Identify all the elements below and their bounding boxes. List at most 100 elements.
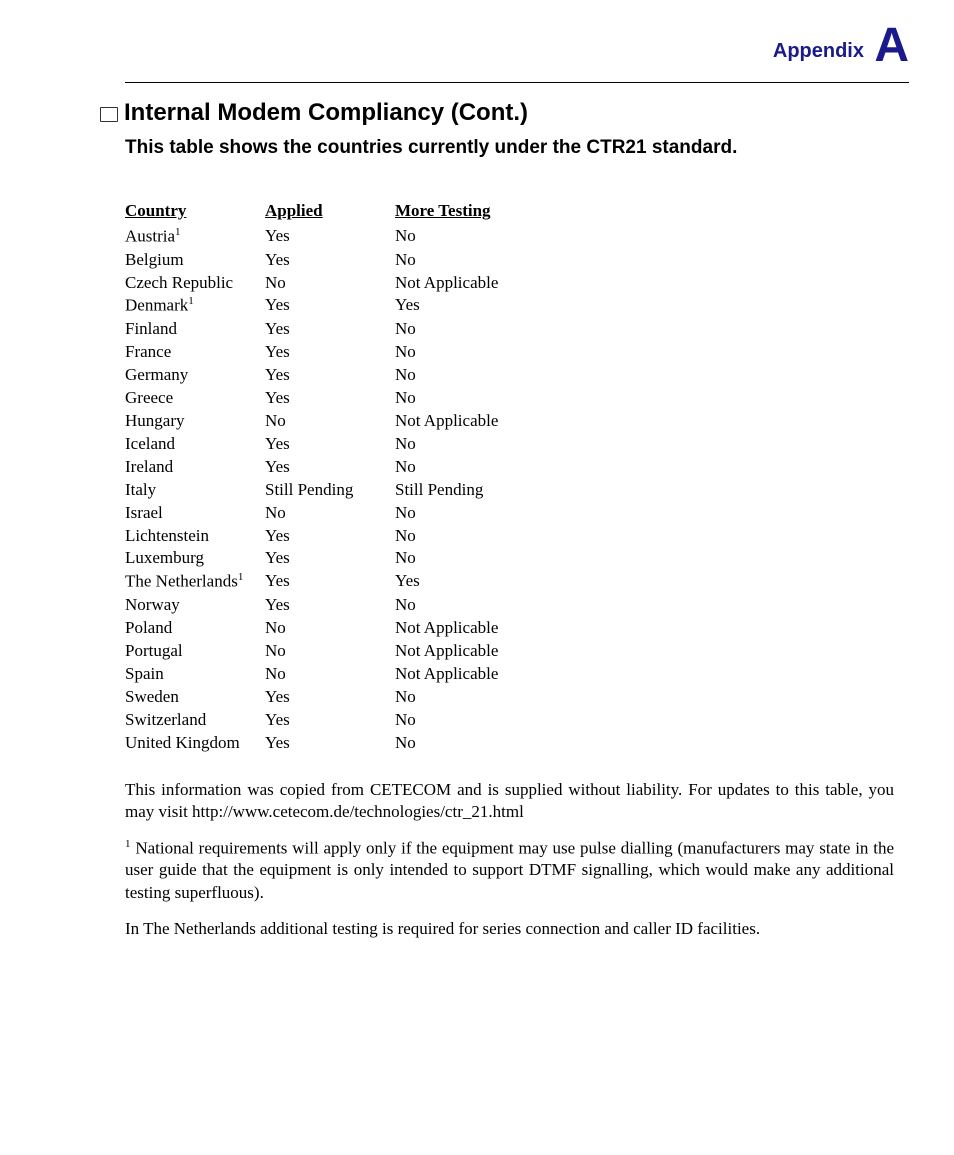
title-row: Internal Modem Compliancy (Cont.) (100, 99, 909, 127)
subtitle: This table shows the countries currently… (125, 137, 909, 159)
header-divider (125, 82, 909, 83)
cell-applied: Yes (265, 547, 395, 570)
cell-more-testing: Yes (395, 294, 545, 318)
page-title: Internal Modem Compliancy (Cont.) (124, 99, 528, 127)
cell-country: Norway (125, 594, 265, 617)
table-row: PolandNoNot Applicable (125, 617, 909, 640)
cell-more-testing: No (395, 456, 545, 479)
table-row: ItalyStill PendingStill Pending (125, 479, 909, 502)
table-row: United KingdomYesNo (125, 732, 909, 755)
table-row: SpainNoNot Applicable (125, 663, 909, 686)
cell-more-testing: No (395, 387, 545, 410)
cell-country: Portugal (125, 640, 265, 663)
cell-applied: Yes (265, 594, 395, 617)
cell-country: Luxemburg (125, 547, 265, 570)
cell-country: Italy (125, 479, 265, 502)
cell-applied: Yes (265, 225, 395, 249)
table-row: GermanyYesNo (125, 364, 909, 387)
cell-more-testing: No (395, 433, 545, 456)
cell-applied: No (265, 640, 395, 663)
cell-more-testing: No (395, 686, 545, 709)
cell-more-testing: Not Applicable (395, 663, 545, 686)
cell-country: Belgium (125, 249, 265, 272)
table-row: NorwayYesNo (125, 594, 909, 617)
table-body: Austria1YesNoBelgiumYesNoCzech RepublicN… (125, 225, 909, 755)
cell-applied: Yes (265, 732, 395, 755)
cell-country: France (125, 341, 265, 364)
cell-more-testing: No (395, 364, 545, 387)
cell-country: Germany (125, 364, 265, 387)
cell-applied: Yes (265, 341, 395, 364)
cell-more-testing: No (395, 594, 545, 617)
cell-more-testing: No (395, 547, 545, 570)
paragraph-footnote: 1 National requirements will apply only … (125, 837, 894, 904)
cell-country: The Netherlands1 (125, 570, 265, 594)
table-row: GreeceYesNo (125, 387, 909, 410)
cell-applied: Yes (265, 709, 395, 732)
cell-more-testing: No (395, 502, 545, 525)
cell-more-testing: No (395, 525, 545, 548)
cell-applied: Yes (265, 686, 395, 709)
cell-country: Denmark1 (125, 294, 265, 318)
appendix-label: Appendix (773, 40, 864, 63)
cell-more-testing: Not Applicable (395, 640, 545, 663)
cell-more-testing: No (395, 341, 545, 364)
table-row: Denmark1YesYes (125, 294, 909, 318)
header-country: Country (125, 201, 265, 221)
table-row: LichtensteinYesNo (125, 525, 909, 548)
cell-more-testing: Not Applicable (395, 617, 545, 640)
footnote-ref: 1 (238, 571, 244, 583)
cell-more-testing: No (395, 709, 545, 732)
cell-applied: Yes (265, 294, 395, 318)
cell-applied: No (265, 502, 395, 525)
footnote-text: National requirements will apply only if… (125, 838, 894, 901)
cell-country: Lichtenstein (125, 525, 265, 548)
cell-more-testing: Not Applicable (395, 272, 545, 295)
cell-applied: Yes (265, 364, 395, 387)
cell-applied: Yes (265, 456, 395, 479)
cell-applied: Still Pending (265, 479, 395, 502)
table-row: IrelandYesNo (125, 456, 909, 479)
table-row: The Netherlands1YesYes (125, 570, 909, 594)
cell-more-testing: No (395, 225, 545, 249)
cell-more-testing: Still Pending (395, 479, 545, 502)
cell-more-testing: No (395, 732, 545, 755)
cell-applied: Yes (265, 433, 395, 456)
cell-applied: Yes (265, 525, 395, 548)
document-icon (100, 107, 118, 122)
table-row: BelgiumYesNo (125, 249, 909, 272)
cell-applied: Yes (265, 570, 395, 594)
header-more-testing: More Testing (395, 201, 545, 221)
cell-country: Czech Republic (125, 272, 265, 295)
cell-country: Israel (125, 502, 265, 525)
cell-applied: No (265, 272, 395, 295)
table-row: PortugalNoNot Applicable (125, 640, 909, 663)
footnote-ref: 1 (175, 226, 181, 238)
table-row: IsraelNoNo (125, 502, 909, 525)
compliancy-table: Country Applied More Testing Austria1Yes… (125, 201, 909, 755)
paragraph-netherlands: In The Netherlands additional testing is… (125, 918, 894, 940)
table-row: LuxemburgYesNo (125, 547, 909, 570)
appendix-letter: A (874, 18, 909, 73)
footnote-ref: 1 (188, 295, 194, 307)
cell-more-testing: No (395, 249, 545, 272)
cell-country: Greece (125, 387, 265, 410)
table-row: FinlandYesNo (125, 318, 909, 341)
cell-country: Sweden (125, 686, 265, 709)
table-row: SwitzerlandYesNo (125, 709, 909, 732)
cell-applied: No (265, 617, 395, 640)
cell-country: Poland (125, 617, 265, 640)
cell-country: United Kingdom (125, 732, 265, 755)
cell-applied: No (265, 410, 395, 433)
cell-applied: Yes (265, 387, 395, 410)
table-row: IcelandYesNo (125, 433, 909, 456)
table-header: Country Applied More Testing (125, 201, 909, 221)
cell-applied: Yes (265, 249, 395, 272)
header-applied: Applied (265, 201, 395, 221)
cell-more-testing: Not Applicable (395, 410, 545, 433)
table-row: Czech RepublicNoNot Applicable (125, 272, 909, 295)
cell-applied: No (265, 663, 395, 686)
cell-country: Hungary (125, 410, 265, 433)
cell-country: Ireland (125, 456, 265, 479)
cell-more-testing: Yes (395, 570, 545, 594)
